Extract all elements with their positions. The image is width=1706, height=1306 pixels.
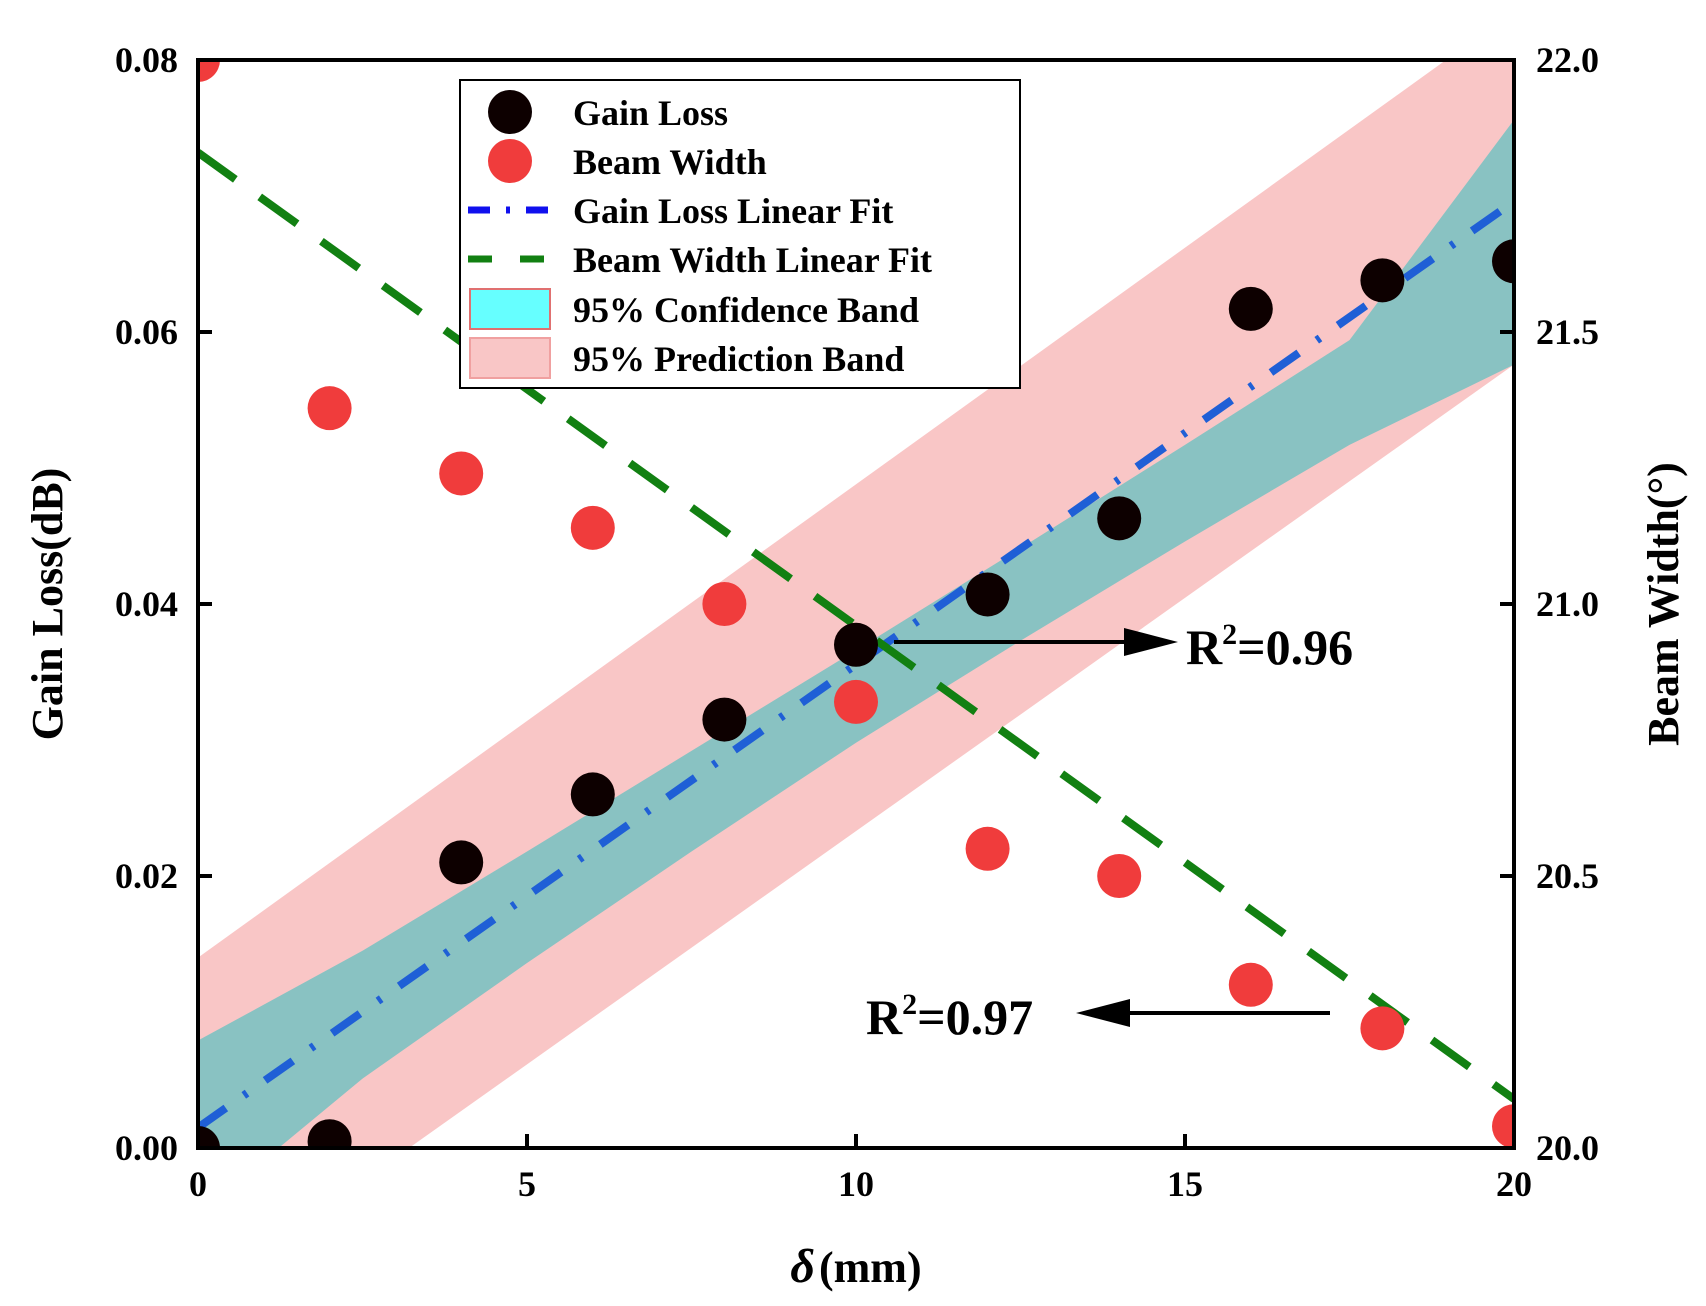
beam-width-point-9: [1360, 1006, 1405, 1051]
beam-width-point-6: [965, 826, 1010, 871]
confidence-band: [198, 119, 1514, 1148]
gain-loss-point-3: [570, 772, 615, 817]
y-left-tick-label: 0.02: [115, 856, 178, 896]
y-left-axis-title: Gain Loss(dB): [23, 468, 72, 741]
beam-width-point-4: [702, 582, 747, 626]
legend-beam-fit-label: Beam Width Linear Fit: [573, 240, 932, 280]
x-tick-label: 0: [189, 1164, 207, 1204]
gain-loss-point-10: [1492, 239, 1514, 284]
legend-beam-width-label: Beam Width: [573, 142, 767, 182]
annotation-r2-beam: R2=0.97: [866, 988, 1330, 1045]
annotation-r2-beam-superscript: 2: [902, 988, 917, 1021]
plot-area: [198, 60, 1514, 1148]
gain-loss-point-0: [198, 1126, 220, 1148]
legend-gain-loss-label: Gain Loss: [573, 93, 728, 133]
beam-width-point-7: [1097, 854, 1142, 898]
x-tick-label: 5: [518, 1164, 536, 1204]
y-left-tick-label: 0.08: [115, 40, 178, 80]
legend-gain-fit-label: Gain Loss Linear Fit: [573, 191, 893, 231]
gain-loss-point-6: [965, 572, 1010, 617]
gain-loss-point-9: [1360, 258, 1405, 303]
x-axis-unit: (mm): [819, 1243, 922, 1292]
beam-width-points: [198, 60, 1514, 1148]
beam-width-point-10: [1492, 1104, 1514, 1148]
beam-width-point-1: [307, 386, 352, 431]
beam-width-linear-fit-line: [198, 149, 1514, 1103]
gain-loss-point-5: [834, 622, 878, 667]
legend-beam-width-marker: [488, 139, 532, 183]
y-left-tick-label: 0.06: [115, 312, 178, 352]
annotation-r2-gain: R2=0.96: [894, 618, 1353, 675]
x-axis-title: δ(mm): [790, 1240, 921, 1293]
y-left-tick-label: 0.00: [115, 1128, 178, 1168]
gain-loss-point-4: [702, 697, 747, 742]
y-right-tick-label: 20.5: [1536, 856, 1599, 896]
legend-box: [459, 79, 1021, 389]
beam-width-point-3: [570, 505, 615, 550]
y-right-tick-label: 21.0: [1536, 584, 1599, 624]
annotation-r2-gain-text: R2=0.96: [1186, 618, 1353, 675]
y-right-tick-label: 20.0: [1536, 1128, 1599, 1168]
annotation-r2-beam-arrowhead: [1076, 999, 1130, 1027]
annotation-r2-gain-arrowhead: [1124, 628, 1178, 656]
beam-width-point-0: [198, 60, 220, 82]
y-right-tick-label: 21.5: [1536, 312, 1599, 352]
x-tick-label: 20: [1496, 1164, 1532, 1204]
gain-loss-linear-fit-line: [198, 198, 1514, 1131]
gain-loss-point-7: [1097, 496, 1142, 541]
legend: Gain Loss Beam Width Gain Loss Linear Fi…: [459, 79, 1021, 389]
gain-loss-point-2: [439, 840, 484, 885]
annotation-r2-gain-superscript: 2: [1222, 618, 1237, 651]
y-right-tick-label: 22.0: [1536, 40, 1599, 80]
x-axis-symbol: δ: [790, 1240, 815, 1293]
beam-width-point-5: [834, 679, 878, 724]
x-tick-label: 15: [1167, 1164, 1203, 1204]
x-axis-ticks: 0 5 10 15 20: [189, 1134, 1532, 1204]
legend-gain-loss-marker: [488, 90, 532, 134]
annotation-r2-beam-text: R2=0.97: [866, 988, 1033, 1045]
beam-width-point-8: [1228, 962, 1273, 1007]
beam-width-point-2: [439, 451, 484, 496]
legend-confidence-label: 95% Confidence Band: [573, 290, 919, 330]
y-left-tick-label: 0.04: [115, 584, 178, 624]
gain-loss-points: [198, 239, 1514, 1148]
y-left-axis-ticks: 0.00 0.02 0.04 0.06 0.08: [115, 40, 212, 1168]
legend-prediction-swatch: [469, 337, 551, 379]
x-tick-label: 10: [838, 1164, 874, 1204]
gain-loss-point-8: [1228, 286, 1273, 331]
legend-prediction-label: 95% Prediction Band: [573, 339, 904, 379]
y-right-axis-ticks: 20.0 20.5 21.0 21.5 22.0: [1500, 40, 1599, 1168]
legend-confidence-swatch: [469, 288, 551, 330]
gain-loss-point-1: [307, 1119, 352, 1148]
y-right-axis-title: Beam Width(°): [1639, 462, 1688, 746]
